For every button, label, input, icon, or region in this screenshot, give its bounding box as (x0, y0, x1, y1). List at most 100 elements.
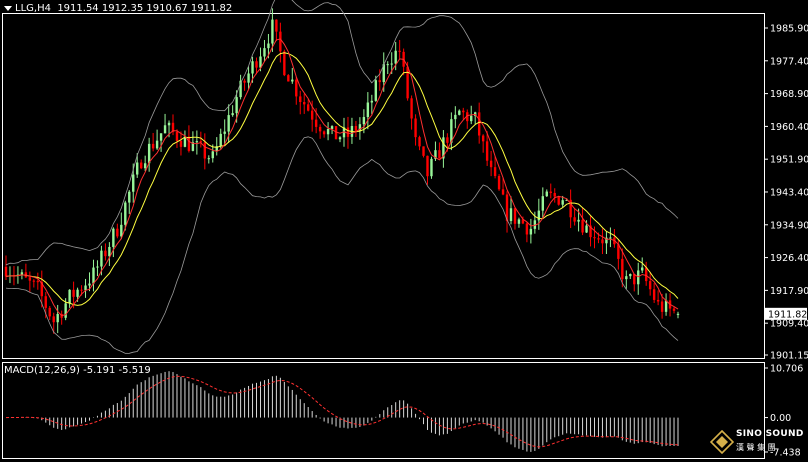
candle-body (354, 125, 358, 131)
candle-body (64, 303, 67, 318)
macd-signal-line (5, 375, 679, 448)
candle-body (609, 237, 612, 239)
candle-body (271, 19, 274, 44)
price-tick-label: 1960.40 (770, 122, 808, 133)
candle-body (466, 112, 469, 122)
candle-body (557, 196, 560, 205)
candle-body (446, 137, 449, 143)
candle-body (398, 50, 401, 52)
last-price-label: 1911.82 (768, 309, 807, 320)
candle-body (303, 102, 306, 105)
candle-body (307, 104, 310, 111)
candle-body (310, 110, 314, 120)
candle-body (362, 117, 366, 125)
candle-body (493, 167, 497, 177)
bollinger-lower-line (5, 136, 679, 354)
candle-body (430, 158, 433, 177)
candle-body (183, 136, 187, 147)
macd-tick-label: 0.00 (770, 413, 791, 424)
price-tick-label: 1985.90 (770, 24, 808, 35)
candle-body (378, 80, 381, 83)
candle-body (108, 246, 111, 257)
candle-body (529, 228, 533, 235)
candle-body (68, 289, 71, 304)
logo-subtitle: 漢 聲 集 團 (736, 443, 776, 452)
macd-tick-label: -7.438 (770, 448, 801, 459)
candle-body (629, 273, 632, 277)
candle-body (386, 64, 389, 66)
candle-body (171, 122, 175, 132)
candle-body (648, 281, 652, 290)
candle-body (521, 219, 525, 224)
candle-body (56, 313, 59, 323)
candle-body (577, 219, 580, 222)
candle-body (175, 131, 179, 141)
candle-body (569, 199, 572, 218)
candle-body (652, 289, 656, 300)
candle-body (656, 299, 660, 302)
candle-body (112, 228, 115, 247)
candle-body (672, 308, 676, 311)
candle-body (505, 194, 509, 221)
dropdown-triangle-icon[interactable] (4, 5, 12, 11)
candle-body (370, 100, 374, 103)
price-tick-label: 1926.40 (770, 253, 808, 264)
candle-body (314, 119, 318, 127)
candle-body (295, 79, 298, 97)
bollinger-upper-line (5, 0, 679, 266)
candle-body (52, 316, 55, 323)
candle-body (406, 66, 409, 99)
candle-body (545, 191, 548, 197)
candle-body (155, 140, 159, 149)
candle-body (485, 141, 489, 161)
candle-body (414, 118, 417, 138)
candle-body (318, 126, 322, 132)
candle-body (585, 225, 588, 233)
candle-body (458, 110, 461, 115)
candle-body (553, 193, 556, 197)
candle-body (330, 126, 334, 129)
candle-body (159, 133, 163, 141)
candle-body (322, 131, 326, 135)
candle-body (334, 126, 338, 140)
candle-body (517, 219, 521, 224)
candle-body (561, 200, 564, 205)
candle-body (346, 127, 350, 137)
candle-body (187, 136, 191, 151)
main-panel-frame (2, 13, 765, 359)
candle-body (104, 250, 107, 257)
candle-body (410, 98, 413, 119)
candle-body (633, 273, 636, 285)
price-tick-label: 1977.40 (770, 56, 808, 67)
candle-body (96, 266, 99, 268)
candle-body (497, 176, 501, 190)
candle-body (44, 296, 47, 308)
candle-body (132, 174, 135, 192)
candle-body (660, 301, 664, 312)
candle-body (215, 146, 218, 152)
candle-body (625, 276, 628, 280)
ohlc-values: 1911.54 1912.35 1910.67 1911.82 (57, 3, 233, 14)
candle-body (537, 210, 541, 221)
candle-body (20, 272, 24, 275)
last-price-tag (765, 307, 807, 320)
candle-body (434, 150, 437, 159)
candle-body (481, 135, 485, 142)
candle-body (267, 43, 270, 49)
candle-body (621, 258, 624, 280)
candle-body (573, 217, 576, 222)
candle-body (28, 277, 32, 281)
candle-body (72, 289, 75, 297)
candle-body (477, 112, 481, 136)
candle-body (167, 122, 171, 126)
candle-body (48, 307, 51, 317)
candle-body (116, 228, 119, 237)
candle-body (243, 80, 246, 83)
price-tick-label: 1909.40 (770, 319, 808, 330)
candle-body (247, 73, 250, 83)
candle-body (32, 280, 36, 282)
candle-body (637, 270, 640, 285)
candle-body (195, 141, 199, 143)
candle-body (207, 158, 210, 160)
candle-body (136, 162, 139, 175)
